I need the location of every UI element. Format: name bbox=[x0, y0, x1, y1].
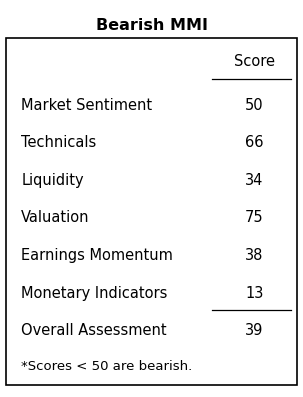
Text: Market Sentiment: Market Sentiment bbox=[21, 98, 152, 113]
Text: Overall Assessment: Overall Assessment bbox=[21, 323, 167, 338]
Text: 13: 13 bbox=[245, 285, 264, 301]
Text: 50: 50 bbox=[245, 98, 264, 113]
Text: 38: 38 bbox=[245, 248, 264, 263]
Text: *Scores < 50 are bearish.: *Scores < 50 are bearish. bbox=[21, 360, 192, 372]
Text: Score: Score bbox=[234, 54, 275, 69]
Text: Bearish MMI: Bearish MMI bbox=[95, 18, 208, 33]
Text: Liquidity: Liquidity bbox=[21, 173, 84, 188]
Text: Valuation: Valuation bbox=[21, 210, 90, 225]
Text: 66: 66 bbox=[245, 135, 264, 150]
Text: 34: 34 bbox=[245, 173, 264, 188]
Bar bbox=[6, 38, 297, 385]
Text: 75: 75 bbox=[245, 210, 264, 225]
Text: Earnings Momentum: Earnings Momentum bbox=[21, 248, 173, 263]
Text: 39: 39 bbox=[245, 323, 264, 338]
Text: Monetary Indicators: Monetary Indicators bbox=[21, 285, 168, 301]
Text: Technicals: Technicals bbox=[21, 135, 96, 150]
